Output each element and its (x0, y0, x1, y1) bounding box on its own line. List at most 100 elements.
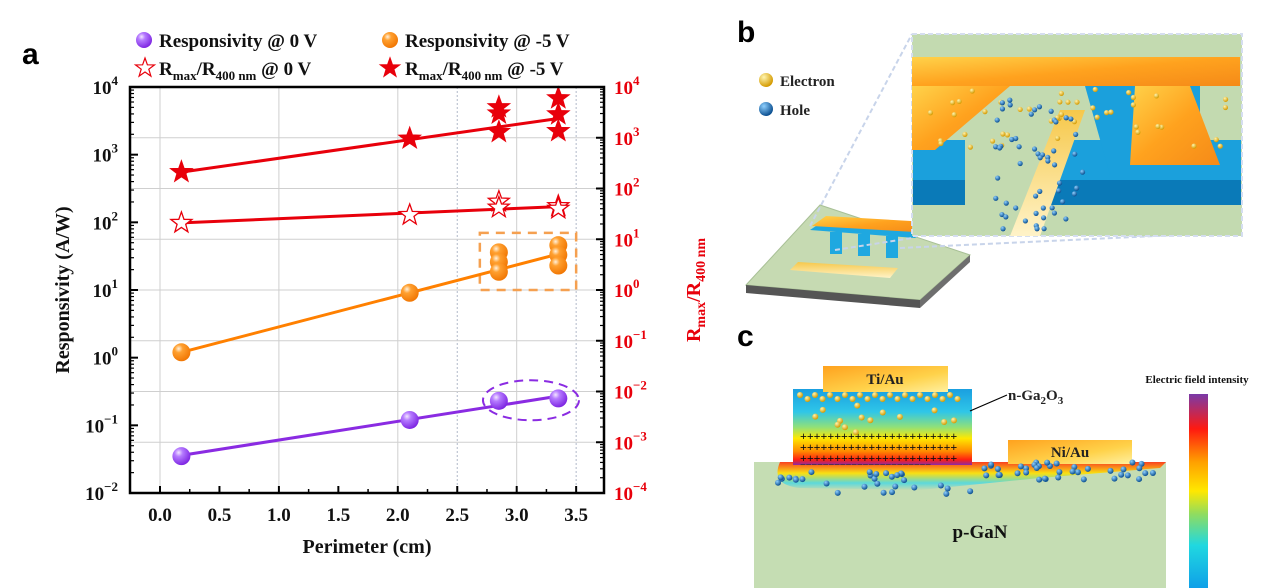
hole-particle (1007, 102, 1013, 108)
electron-particle (864, 396, 871, 402)
data-point (546, 195, 571, 220)
hole-particle (1028, 111, 1034, 117)
hole-particle (808, 469, 815, 476)
hole-icon (759, 102, 773, 116)
hole-particle (1041, 475, 1048, 482)
x-axis-ticks: 0.0 0.5 1.0 1.5 2.0 2.5 3.0 3.5 (148, 486, 588, 526)
hole-particle (911, 484, 918, 491)
positive-charges: +++++++++++++++++++++++ (800, 451, 957, 465)
y-axis-ticks: 104 103 102 101 100 10−1 10−2 (85, 73, 138, 505)
electron-particle (967, 144, 973, 150)
n-ga2o3-label: n-Ga2O3 (1008, 388, 1064, 407)
electron-particle (827, 392, 833, 398)
p-gan-label: p-GaN (953, 522, 1008, 543)
electron-particle (867, 417, 874, 424)
electron-particle (894, 396, 901, 402)
legend-label: Responsivity @ 0 V (159, 31, 318, 52)
electron-particle (1213, 137, 1219, 143)
legend-marker-purple-sphere (136, 32, 152, 48)
electron-particle (939, 396, 946, 402)
hole-particle (1080, 476, 1087, 483)
hole-particle (1059, 199, 1066, 205)
hole-particle (1118, 471, 1125, 478)
hole-particle (1041, 226, 1047, 232)
electron-particle (857, 392, 863, 398)
legend-item-responsivity-0v: Responsivity @ 0 V (136, 31, 318, 52)
electron-particle (932, 392, 938, 398)
ni-au-label: Ni/Au (1051, 445, 1089, 461)
electron-particle (1155, 123, 1161, 130)
electron-particle (1065, 99, 1071, 105)
electron-particle (909, 396, 916, 402)
data-point (489, 391, 508, 410)
hole-particle (1051, 210, 1058, 216)
electron-particle (1026, 106, 1032, 112)
electron-particle (879, 409, 886, 416)
electron-particle (902, 392, 908, 398)
hole-particle (1000, 226, 1006, 232)
responsivity-chart: Responsivity @ 0 V Responsivity @ -5 V R… (52, 31, 709, 558)
hole-particle (967, 488, 974, 495)
electron-particle (834, 396, 841, 402)
electron-particle (854, 402, 861, 409)
electron-particle (1055, 135, 1061, 141)
ni-au-contact (1008, 440, 1132, 464)
electron-particle (950, 417, 957, 424)
hole-particle (994, 117, 1000, 123)
data-point (397, 202, 423, 226)
x-tick-label: 1.5 (326, 505, 350, 526)
data-point (169, 209, 194, 234)
carrier-particles (927, 86, 1229, 232)
hole-particle (1124, 472, 1131, 479)
electron-particle (1057, 99, 1063, 105)
hole-particle (1040, 205, 1046, 211)
x-tick-label: 1.0 (267, 505, 291, 526)
x-tick-label: 3.5 (564, 505, 588, 526)
electron-particle (1017, 106, 1023, 113)
y-right-tick-label: 10−1 (614, 327, 647, 353)
data-point (549, 389, 568, 408)
data-point (169, 159, 194, 183)
legend-marker-orange-sphere (382, 32, 398, 48)
hole-particle (1040, 215, 1047, 221)
hole-particle (1013, 205, 1019, 211)
hole-particle (866, 469, 873, 476)
x-tick-label: 2.5 (445, 505, 469, 526)
electron-particle (1222, 104, 1229, 111)
hole-particle (1055, 474, 1062, 481)
ti-au-contact (823, 366, 948, 392)
hole-particle (1079, 169, 1086, 175)
hole-particle (1045, 158, 1051, 164)
electron-particle (1135, 129, 1141, 135)
hole-particle (889, 489, 896, 496)
annotations (478, 231, 580, 422)
data-point (172, 343, 191, 362)
data-point (486, 194, 512, 219)
electron-particle (849, 396, 856, 402)
data-points (169, 85, 571, 466)
electron-particle (982, 109, 988, 115)
x-tick-label: 0.0 (148, 505, 172, 526)
hole-particle (834, 489, 841, 496)
y-right-tick-label: 101 (614, 225, 640, 251)
hole-particle (1017, 463, 1024, 470)
hole-particle (1033, 210, 1039, 217)
hole-particle (1120, 466, 1127, 473)
data-point (549, 256, 568, 275)
data-point (489, 262, 508, 281)
electron-particle (1071, 119, 1077, 125)
cross-section-illustration: Ti/Au Ni/Au +++++++++++++++++++++++ ++++… (754, 366, 1249, 588)
legend-label: Rmax/R400 nm @ 0 V (159, 59, 311, 83)
electron-particle (917, 392, 923, 398)
hole-particle (1016, 144, 1022, 150)
hole-particle (786, 474, 793, 481)
hole-particle (901, 477, 908, 484)
electron-particle (858, 414, 865, 421)
x-tick-label: 2.0 (386, 505, 410, 526)
electron-particle (872, 392, 878, 398)
electron-particle (1130, 94, 1136, 101)
hole-particle (1003, 214, 1009, 220)
electron-particle (1217, 143, 1223, 149)
electron-particle (842, 392, 848, 398)
hole-particle (777, 474, 784, 481)
